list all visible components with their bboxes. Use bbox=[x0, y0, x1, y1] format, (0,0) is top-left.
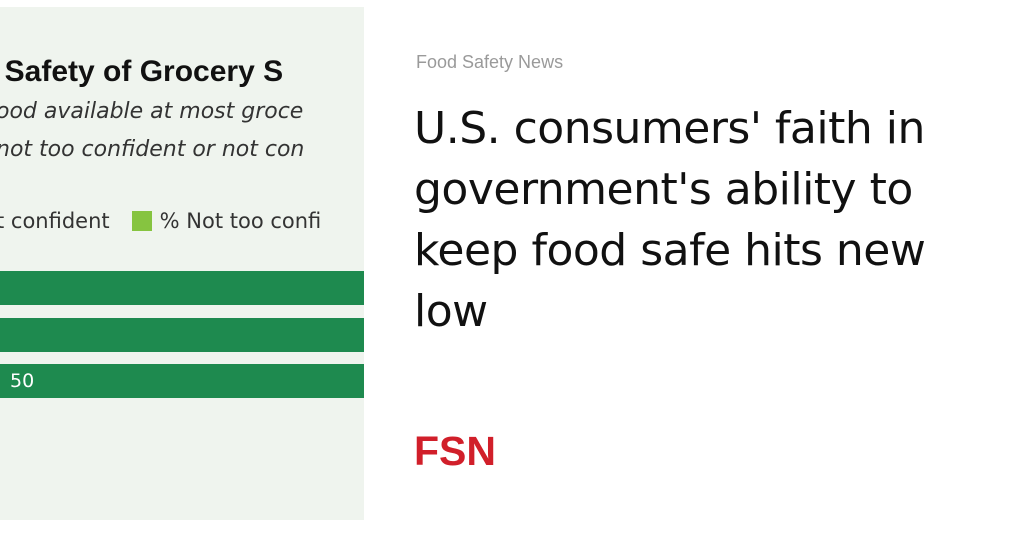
legend-label-not-too-confident: % Not too confi bbox=[159, 209, 322, 233]
chart-bar bbox=[0, 318, 364, 352]
article-thumbnail[interactable]: n Safety of Grocery S ood available at m… bbox=[0, 7, 364, 520]
source-name: Food Safety News bbox=[416, 52, 564, 72]
chart-bar bbox=[0, 271, 364, 305]
thumbnail-chart-subtitle-line2: not too confident or not con bbox=[0, 137, 305, 162]
legend-swatch-not-too-confident bbox=[131, 211, 152, 231]
legend-label-confident: t confident bbox=[0, 209, 110, 233]
thumbnail-chart-subtitle-line1: ood available at most groce bbox=[0, 99, 304, 124]
fsn-logo[interactable]: FSN bbox=[414, 428, 496, 474]
article-headline[interactable]: U.S. consumers' faith in government's ab… bbox=[414, 103, 926, 337]
thumbnail-chart-title: n Safety of Grocery S bbox=[0, 55, 284, 88]
chart-bar-label: 50 bbox=[10, 370, 35, 392]
chart-bar: 50 bbox=[0, 364, 364, 398]
thumbnail-chart-legend: t confident % Not too confi bbox=[0, 209, 321, 233]
